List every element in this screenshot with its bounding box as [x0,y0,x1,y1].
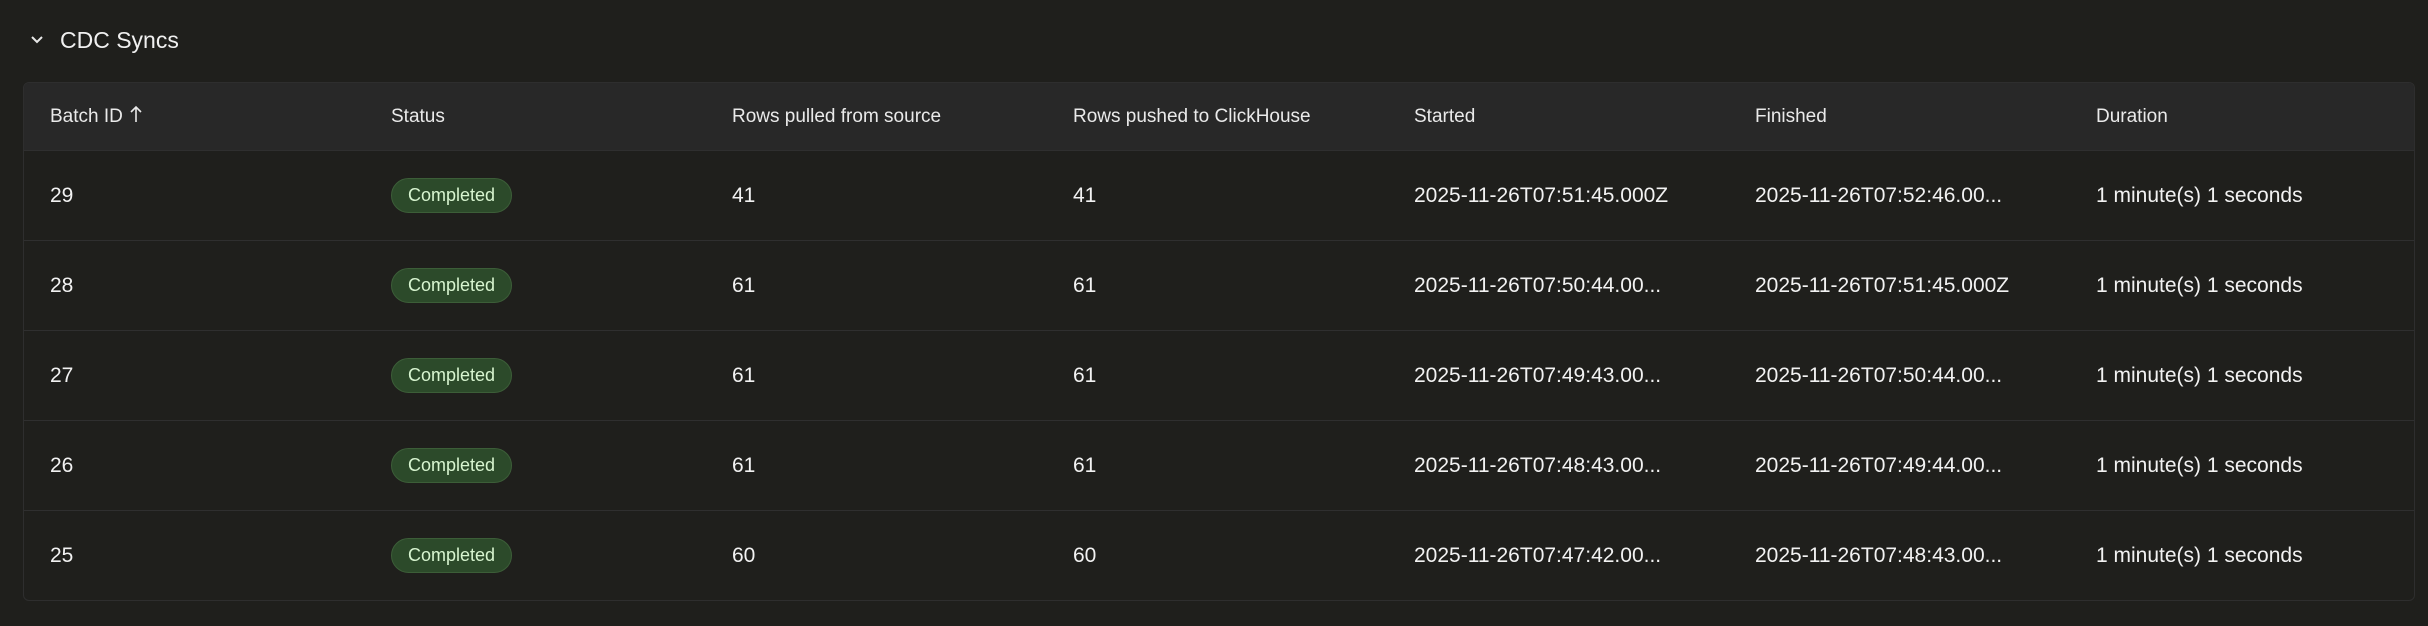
started-cell: 2025-11-26T07:47:42.00... [1414,543,1662,567]
rows-pulled-cell: 61 [732,363,756,387]
status-cell: Completed [365,448,706,483]
rows-pushed-cell: 61 [1073,363,1097,387]
table-row[interactable]: 26 Completed 61 61 2025-11-26T07:48:43.00...… [24,420,2414,510]
table-row[interactable]: 27 Completed 61 61 2025-11-26T07:49:43.00...… [24,330,2414,420]
column-header-status[interactable]: Status [391,105,445,127]
rows-pulled-cell: 41 [732,183,756,207]
finished-cell: 2025-11-26T07:49:44.00... [1755,453,2003,477]
column-header-finished[interactable]: Finished [1755,105,1827,127]
finished-cell: 2025-11-26T07:48:43.00... [1755,543,2003,567]
batch-id-cell: 28 [50,273,74,297]
status-badge: Completed [391,268,513,303]
table-row[interactable]: 29 Completed 41 41 2025-11-26T07:51:45.000Z 2… [24,150,2414,240]
finished-cell: 2025-11-26T07:51:45.000Z [1755,273,2010,297]
status-badge: Completed [391,358,513,393]
column-header-duration[interactable]: Duration [2096,105,2168,127]
column-header-rows-pulled[interactable]: Rows pulled from source [732,105,942,127]
column-header-rows-pushed[interactable]: Rows pushed to ClickHouse [1073,105,1311,127]
table-row[interactable]: 28 Completed 61 61 2025-11-26T07:50:44.00...… [24,240,2414,330]
cdc-syncs-section-toggle[interactable]: CDC Syncs [28,22,179,58]
status-cell: Completed [365,178,706,213]
chevron-down-icon [28,31,46,49]
finished-cell: 2025-11-26T07:52:46.00... [1755,183,2003,207]
rows-pushed-cell: 61 [1073,453,1097,477]
duration-cell: 1 minute(s) 1 seconds [2096,363,2303,387]
column-header-started[interactable]: Started [1414,105,1476,127]
column-label: Batch ID [50,105,123,127]
rows-pushed-cell: 61 [1073,273,1097,297]
duration-cell: 1 minute(s) 1 seconds [2096,273,2303,297]
rows-pulled-cell: 60 [732,543,756,567]
started-cell: 2025-11-26T07:49:43.00... [1414,363,1662,387]
table-header-row: Batch ID Status Rows pulled from source … [24,83,2414,150]
status-badge: Completed [391,178,513,213]
cdc-syncs-table: Batch ID Status Rows pulled from source … [23,82,2415,601]
started-cell: 2025-11-26T07:51:45.000Z [1414,183,1669,207]
sort-ascending-icon [129,105,143,129]
status-cell: Completed [365,268,706,303]
batch-id-cell: 27 [50,363,74,387]
status-cell: Completed [365,358,706,393]
status-cell: Completed [365,538,706,573]
rows-pushed-cell: 60 [1073,543,1097,567]
duration-cell: 1 minute(s) 1 seconds [2096,453,2303,477]
batch-id-cell: 25 [50,543,74,567]
duration-cell: 1 minute(s) 1 seconds [2096,543,2303,567]
finished-cell: 2025-11-26T07:50:44.00... [1755,363,2003,387]
batch-id-cell: 29 [50,183,74,207]
section-title: CDC Syncs [60,26,179,53]
duration-cell: 1 minute(s) 1 seconds [2096,183,2303,207]
rows-pulled-cell: 61 [732,273,756,297]
status-badge: Completed [391,448,513,483]
batch-id-cell: 26 [50,453,74,477]
rows-pulled-cell: 61 [732,453,756,477]
started-cell: 2025-11-26T07:50:44.00... [1414,273,1662,297]
status-badge: Completed [391,538,513,573]
table-row[interactable]: 25 Completed 60 60 2025-11-26T07:47:42.00...… [24,510,2414,600]
column-header-batch-id[interactable]: Batch ID [24,105,365,129]
rows-pushed-cell: 41 [1073,183,1097,207]
started-cell: 2025-11-26T07:48:43.00... [1414,453,1662,477]
